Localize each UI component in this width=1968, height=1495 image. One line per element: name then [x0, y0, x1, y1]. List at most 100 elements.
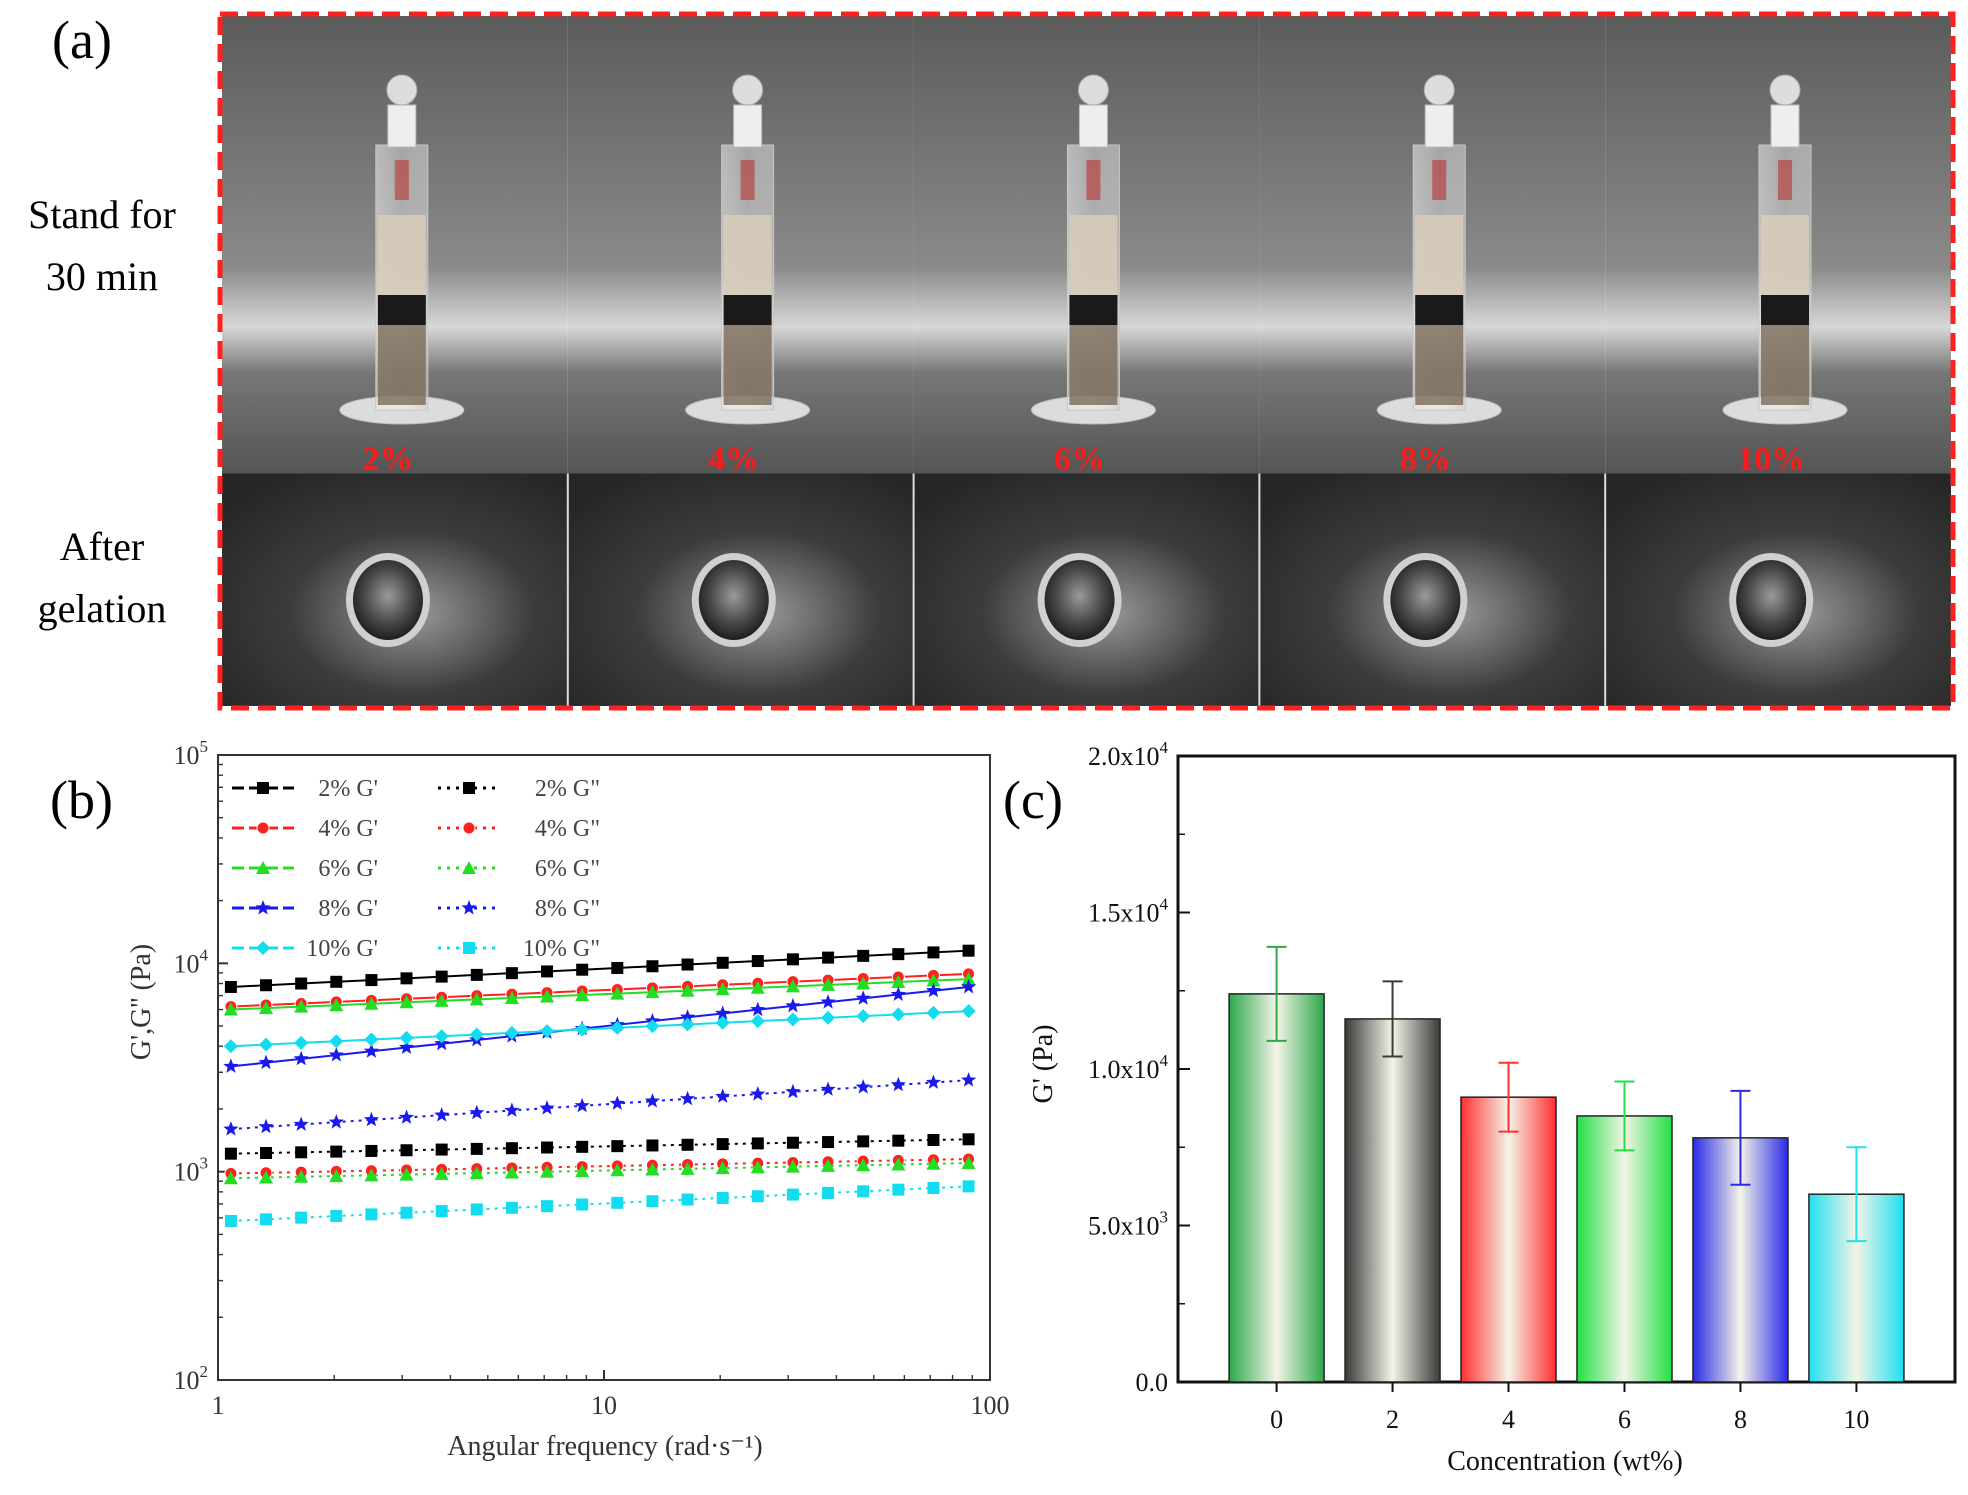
chart-b-point [576, 1198, 589, 1211]
chart-b-plot-frame [217, 754, 991, 1381]
chart-b-point [821, 1158, 836, 1172]
chart-b-point [505, 967, 518, 980]
chart-c-ytick-label: 5.0x103 [1088, 1208, 1168, 1241]
legend-marker [257, 782, 269, 794]
chart-b-point [925, 982, 942, 998]
chart-b-legend: 2% G' 2% G" 4% G' 4% G" 6% G' 6% G" 8% G' 8% G"… [232, 776, 600, 962]
chart-b-point [260, 1213, 273, 1226]
chart-b-point [610, 1020, 625, 1035]
legend-label: 10% G" [523, 936, 600, 962]
chart-b-point [715, 1015, 730, 1030]
chart-b-point [751, 955, 764, 968]
chart-b-series-line [230, 1158, 969, 1175]
chart-b-point [681, 958, 694, 971]
chart-b-point [679, 1009, 696, 1024]
legend-marker [462, 821, 476, 835]
chart-b-point [223, 1002, 238, 1016]
chart-b-series-line [230, 1079, 969, 1131]
chart-b-point [295, 1146, 308, 1159]
chart-b-point [716, 956, 729, 969]
chart-b-point [855, 1079, 871, 1094]
chart-b-xlabel: Angular frequency (rad·s⁻¹) [447, 1431, 762, 1462]
legend-label: 6% G" [535, 856, 600, 882]
chart-b-point [224, 1147, 237, 1160]
concentration-label: 2% [362, 441, 413, 478]
chart-b-point [398, 1039, 415, 1054]
chart-b-point [505, 1142, 518, 1155]
chart-b-series [224, 944, 975, 993]
chart-b-point [330, 975, 343, 988]
panel-c: (c) 0.0 5.0x103 1.0x104 1.5x104 2.0x104 0 2 4 6 8… [1003, 738, 1957, 1477]
chart-b-point [680, 1017, 695, 1032]
chart-b-series-line [230, 1010, 969, 1048]
chart-b-point [716, 1138, 729, 1151]
chart-b-point [398, 1109, 415, 1124]
concentration-label: 4% [708, 441, 759, 478]
chart-b-point [260, 979, 273, 992]
chart-b-point [892, 1134, 905, 1147]
chart-b-series [223, 1072, 977, 1136]
chart-b-point [715, 1088, 731, 1103]
chart-b-point [434, 993, 449, 1007]
chart-b-point [260, 1146, 273, 1159]
chart-b-point [610, 986, 625, 1000]
chart-b-point [891, 1157, 906, 1171]
panel-b-label: (b) [50, 770, 113, 830]
chart-b-point [857, 1185, 870, 1198]
chart-b-point [400, 1144, 413, 1157]
panel-c-label: (c) [1003, 770, 1063, 830]
legend-marker [463, 942, 475, 954]
chart-b-point [822, 1186, 835, 1199]
chart-b-point [223, 1171, 238, 1185]
chart-b-point [927, 1133, 940, 1146]
chart-b-ylabel: G',G'' (Pa) [126, 944, 157, 1060]
legend-marker [255, 900, 271, 915]
chart-b-point [927, 946, 940, 959]
chart-b-point [365, 1144, 378, 1157]
gel-dish-icon [345, 553, 430, 647]
chart-b-point [646, 1139, 659, 1152]
chart-b-point [681, 1193, 694, 1206]
chart-b-point [258, 1118, 274, 1134]
legend-label: 8% G' [318, 896, 378, 922]
chart-c-bar [1576, 1115, 1673, 1383]
chart-b-point [715, 1005, 731, 1020]
chart-b-series [223, 1156, 976, 1185]
graduated-cylinder-icon [685, 74, 811, 425]
chart-b-point [610, 1163, 625, 1177]
chart-b-point [926, 1156, 941, 1170]
chart-b-point [504, 1102, 520, 1117]
chart-c-xtick-label: 4 [1502, 1405, 1515, 1434]
chart-b-point [962, 1180, 975, 1193]
chart-b-xtick-label: 1 [212, 1391, 225, 1420]
chart-b-point [259, 1170, 274, 1184]
concentration-label: 10% [1737, 441, 1805, 478]
chart-b-point [646, 1195, 659, 1208]
chart-b-point [785, 1159, 800, 1173]
chart-b-point [540, 989, 555, 1003]
concentration-label: 6% [1054, 441, 1105, 478]
chart-b-point [399, 1167, 414, 1181]
chart-b-point [400, 972, 413, 985]
photo-column: 2% [222, 16, 568, 706]
chart-b-point [891, 1007, 906, 1022]
chart-b-point [892, 1183, 905, 1196]
chart-b-series-line [230, 949, 969, 988]
row2-label-line1: After [60, 524, 144, 569]
chart-c-xlabel: Concentration (wt%) [1447, 1446, 1683, 1477]
chart-c-ytick-label: 2.0x104 [1088, 738, 1169, 771]
legend-label: 4% G' [318, 816, 378, 842]
chart-b: 102 103 104 105 1 10 100 2% G' 2% G" 4% G' 4% G" 6%… [174, 737, 1010, 1420]
chart-b-point [469, 1104, 485, 1120]
chart-b-point [541, 1200, 554, 1213]
chart-b-point [435, 970, 448, 983]
legend-marker [256, 941, 270, 955]
chart-b-point [645, 1162, 660, 1176]
legend-label: 4% G" [535, 816, 600, 842]
chart-b-point [574, 1097, 590, 1113]
chart-b-point [470, 1142, 483, 1155]
graduated-cylinder-icon [339, 74, 465, 425]
chart-b-point [961, 979, 977, 994]
row1-label-line1: Stand for [28, 192, 176, 237]
